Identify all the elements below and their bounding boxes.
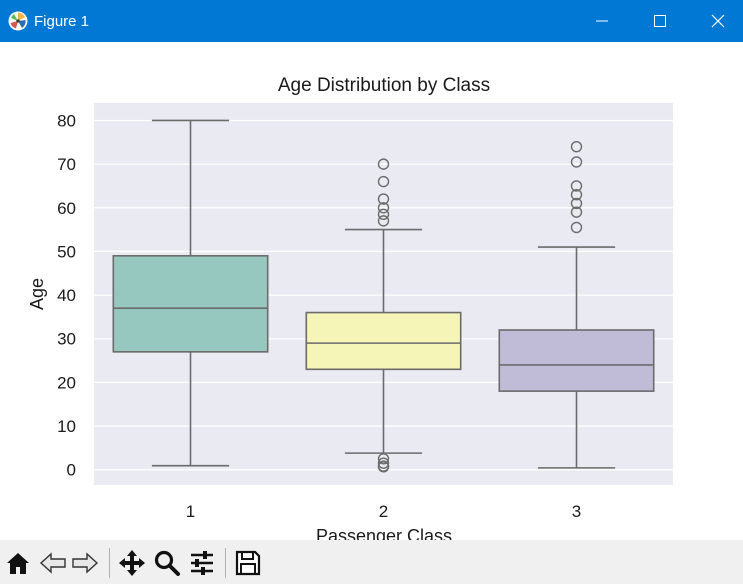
title-bar: Figure 1 xyxy=(0,0,743,42)
pan-button[interactable] xyxy=(117,548,147,578)
outlier-point xyxy=(377,215,390,227)
outlier-point xyxy=(570,188,583,201)
y-tick-label: 0 xyxy=(67,461,76,480)
figure-canvas[interactable]: 0 10 20 30 40 50 60 70 80 1 2 3 Age Distribution b… xyxy=(0,42,743,540)
close-icon xyxy=(711,14,725,28)
y-tick-label: 20 xyxy=(57,373,76,392)
outlier-point xyxy=(570,140,583,153)
window-title: Figure 1 xyxy=(34,13,90,30)
y-tick-label: 60 xyxy=(57,199,76,218)
arrow-right-icon xyxy=(72,552,99,574)
outlier-point xyxy=(570,156,583,168)
y-axis-label: Age xyxy=(27,278,47,310)
home-icon xyxy=(7,553,29,574)
matplotlib-logo-icon xyxy=(8,11,28,31)
floppy-disk-icon xyxy=(235,550,261,576)
box-class-1 xyxy=(112,119,269,467)
outlier-point xyxy=(377,208,390,221)
toolbar-separator xyxy=(225,548,226,578)
maximize-button[interactable] xyxy=(631,0,689,42)
navigation-toolbar xyxy=(0,540,743,584)
move-icon xyxy=(119,550,145,576)
outlier-point xyxy=(377,457,390,469)
y-tick-label: 50 xyxy=(57,242,76,261)
arrow-left-icon xyxy=(39,552,66,574)
close-button[interactable] xyxy=(689,0,743,42)
outlier-point xyxy=(377,460,390,472)
minimize-button[interactable] xyxy=(573,0,631,42)
home-button[interactable] xyxy=(3,548,33,578)
x-tick-labels: 1 2 3 xyxy=(186,502,581,521)
save-button[interactable] xyxy=(233,548,263,578)
outlier-point xyxy=(377,175,390,188)
x-tick-label: 2 xyxy=(379,502,388,521)
y-tick-label: 10 xyxy=(57,417,76,436)
y-tick-label: 70 xyxy=(57,155,76,174)
box-class-2 xyxy=(305,158,462,473)
maximize-icon xyxy=(654,15,666,27)
toolbar-separator xyxy=(109,548,110,578)
iqr-box xyxy=(112,255,269,353)
outlier-point xyxy=(377,202,390,214)
outlier-point xyxy=(570,197,583,210)
sliders-icon xyxy=(191,551,213,575)
outlier-point xyxy=(570,221,583,234)
y-tick-label: 30 xyxy=(57,330,76,349)
magnifier-icon xyxy=(154,550,180,576)
minimize-icon xyxy=(596,20,608,22)
x-axis-label: Passenger Class xyxy=(316,526,452,540)
outlier-point xyxy=(377,453,390,465)
y-tick-labels: 0 10 20 30 40 50 60 70 80 xyxy=(57,111,76,479)
outlier-point xyxy=(570,206,583,218)
iqr-box xyxy=(498,329,655,392)
configure-subplots-button[interactable] xyxy=(187,548,217,578)
x-tick-label: 3 xyxy=(572,502,581,521)
iqr-box xyxy=(305,311,462,371)
boxes-group xyxy=(112,119,655,473)
forward-button[interactable] xyxy=(70,548,100,578)
zoom-button[interactable] xyxy=(152,548,182,578)
outlier-point xyxy=(377,193,390,205)
y-tick-label: 80 xyxy=(57,111,76,130)
back-button[interactable] xyxy=(38,548,68,578)
chart-title: Age Distribution by Class xyxy=(278,75,490,96)
x-tick-label: 1 xyxy=(186,502,195,521)
y-tick-label: 40 xyxy=(57,286,76,305)
box-class-3 xyxy=(498,140,655,469)
outlier-point xyxy=(377,158,390,170)
box-plot-chart: 0 10 20 30 40 50 60 70 80 1 2 3 Age Distribution b… xyxy=(27,75,673,540)
outlier-point xyxy=(570,180,583,192)
